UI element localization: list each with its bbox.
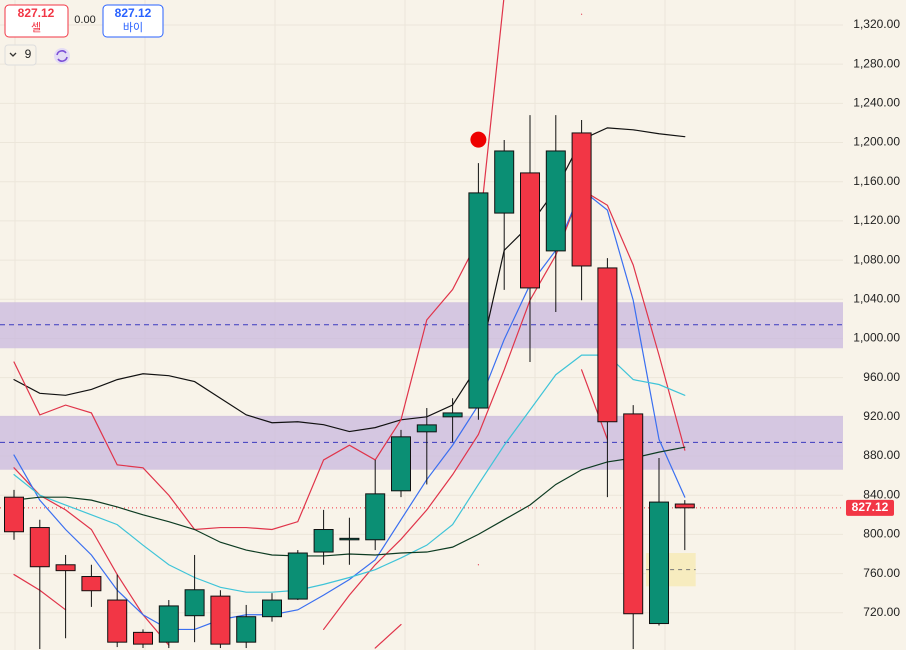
y-tick-label: 720.00 [863,605,900,619]
candle-body [236,616,257,643]
y-tick-label: 960.00 [863,370,900,384]
price-axis: 720.00 760.00 800.00 840.00 880.00 920.00 960.… [846,17,900,619]
candle-body [416,424,437,433]
candle-body [442,412,463,418]
candle-body [81,576,102,592]
price-tag [846,499,894,516]
candle-body [313,529,334,553]
toolbar: 827.12 셀 0.00 827.12 바이 9 [4,4,164,66]
y-tick-label: 880.00 [863,448,900,462]
buy-price: 827.12 [115,6,152,20]
y-tick-label: 1,080.00 [853,252,900,266]
refresh-icon [56,50,68,62]
y-tick-label: 760.00 [863,566,900,580]
candle-body [55,564,76,572]
candle-body [597,267,618,423]
sell-price: 827.12 [18,6,55,20]
y-tick-label: 1,280.00 [853,56,900,70]
candle-body [339,537,360,541]
indicator-line [13,354,686,593]
y-tick-label: 1,200.00 [853,135,900,149]
candle-body [133,631,153,645]
chevron [9,52,17,57]
y-tick-label: 1,040.00 [853,291,900,305]
y-tick-label: 1,240.00 [853,96,900,110]
candle-body [391,436,411,492]
candle-body [184,589,205,617]
candle-body [623,413,644,615]
y-tick-label: 1,320.00 [853,17,900,31]
candle-body [520,172,540,289]
interval: 9 [25,47,32,61]
candle-body [365,493,386,541]
y-tick-label: 1,160.00 [853,174,900,188]
y-tick-label: 1,000.00 [853,331,900,345]
buy-label: 바이 [123,21,143,34]
sell-button[interactable] [4,4,69,38]
y-tick-label: 920.00 [863,409,900,423]
y-tick-label: 800.00 [863,527,900,541]
candle-body [545,150,566,252]
candle-body [674,503,695,509]
candle-body [649,501,669,625]
candle-body [287,552,308,600]
signal-marker [470,131,487,148]
candle-body [571,132,592,267]
indicator-line [13,0,583,531]
candle-body [494,150,515,214]
y-tick-label: 1,120.00 [853,213,900,227]
buy-button[interactable] [102,4,164,38]
candle-body [262,599,282,618]
candle-body [158,605,179,643]
candle-body [4,496,24,533]
candle-body [107,599,128,643]
candle-body [29,527,50,568]
spread: 0.00 [74,14,95,26]
interval-button[interactable] [4,44,37,66]
price-tag-label: 827.12 [852,500,889,514]
y-tick-label: 840.00 [863,487,900,501]
candle-body [210,595,231,645]
indicator-line [13,369,608,649]
plot-area [0,0,843,650]
sell-label: 셀 [31,21,41,34]
candle-body [468,192,489,409]
